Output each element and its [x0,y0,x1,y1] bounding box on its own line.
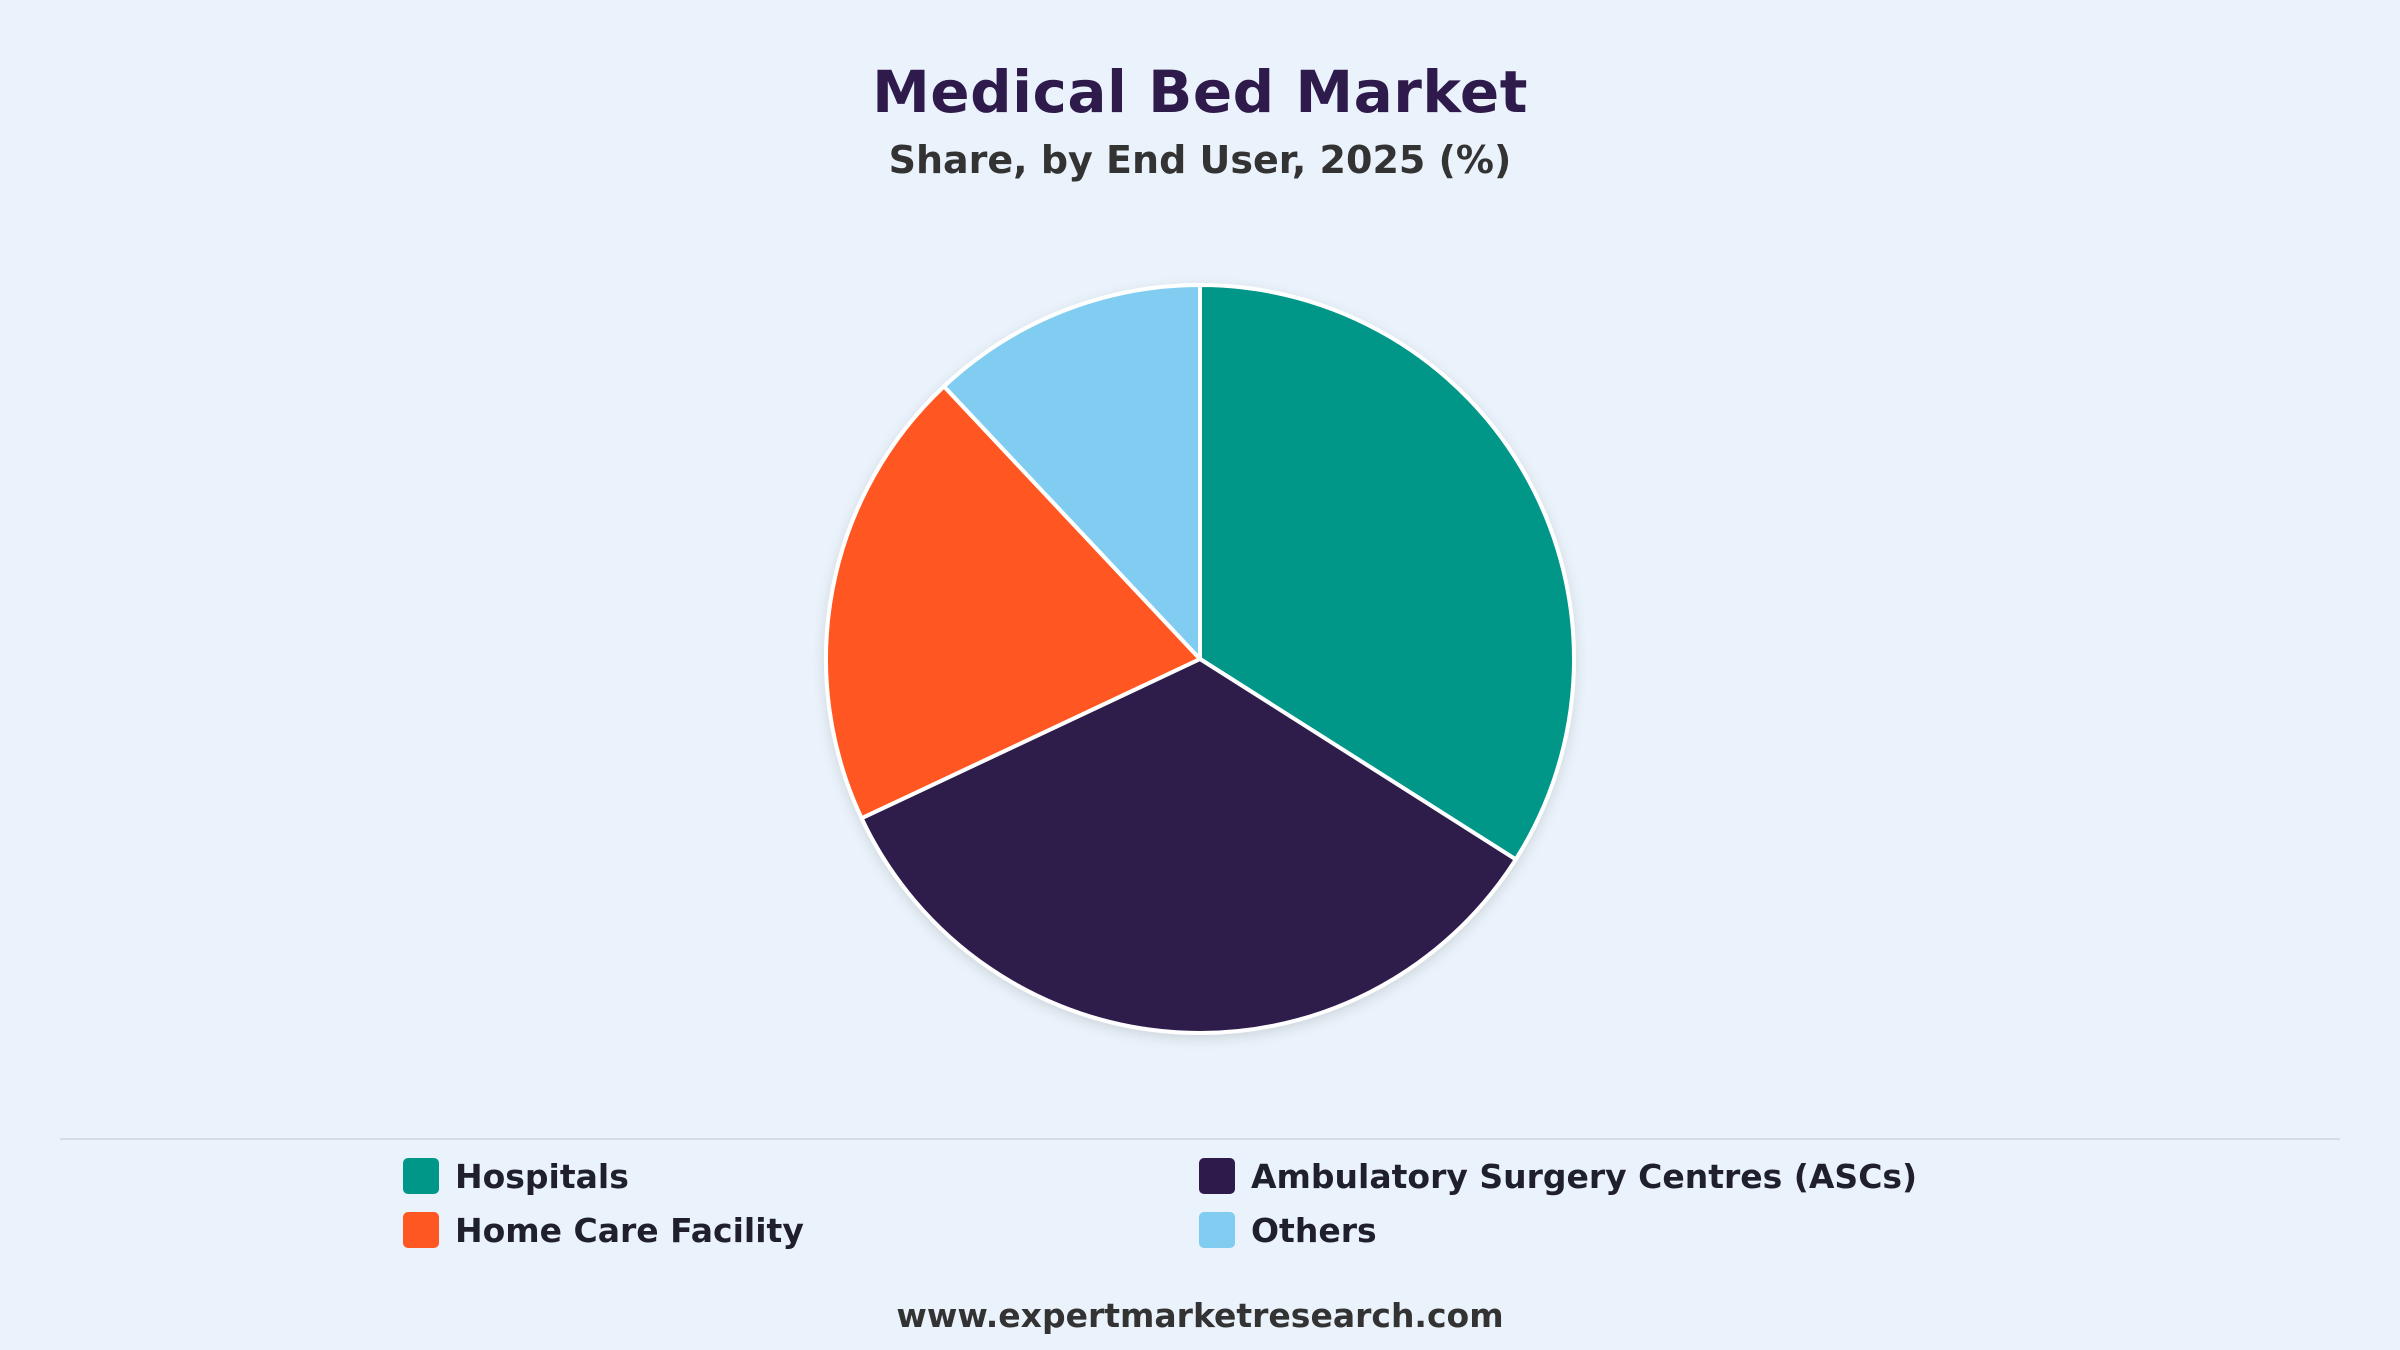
pie-slices [824,283,1576,1035]
pie-slice-home-care-facility [824,384,1202,821]
chart-title: Medical Bed Market [872,58,1528,126]
pie-slice-others [941,283,1202,661]
legend-divider [60,1138,2340,1140]
legend-swatch [403,1212,439,1248]
legend-label: Others [1251,1210,1377,1250]
pie-slice-ascs [859,657,1518,1035]
legend-label: Home Care Facility [455,1210,804,1250]
legend-item-ascs: Ambulatory Surgery Centres (ASCs) [1199,1156,1917,1196]
source-url: www.expertmarketresearch.com [896,1296,1504,1335]
chart-subtitle: Share, by End User, 2025 (%) [888,138,1512,182]
legend-swatch [1199,1212,1235,1248]
legend-item-home-care-facility: Home Care Facility [403,1210,804,1250]
pie-slice-hospitals [1198,283,1576,862]
legend-swatch [403,1158,439,1194]
legend-label: Hospitals [455,1156,629,1196]
legend-swatch [1199,1158,1235,1194]
legend-item-hospitals: Hospitals [403,1156,629,1196]
legend-label: Ambulatory Surgery Centres (ASCs) [1251,1156,1918,1196]
legend-item-others: Others [1199,1210,1377,1250]
